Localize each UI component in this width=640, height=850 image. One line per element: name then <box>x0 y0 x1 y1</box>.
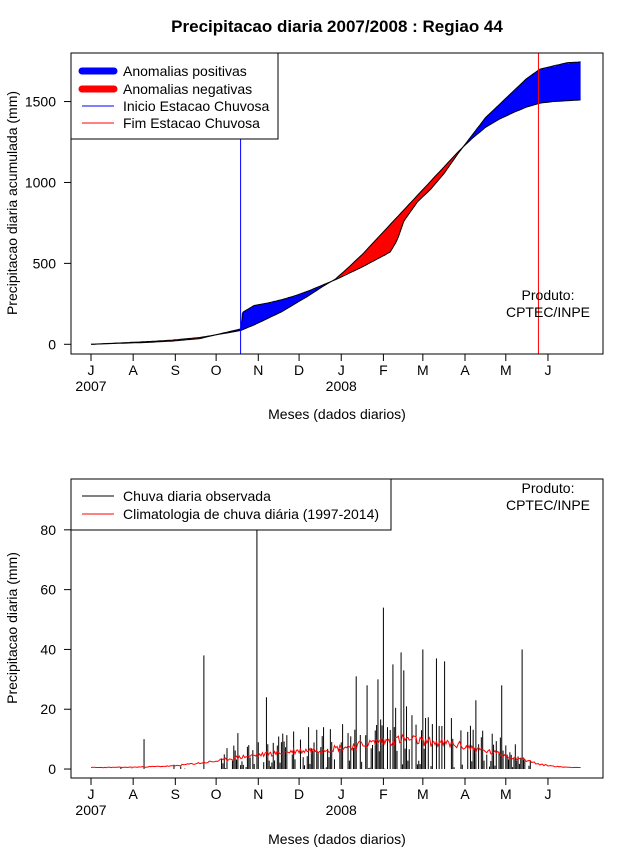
x-tick-label: J <box>544 786 551 802</box>
y-tick-label: 20 <box>40 701 56 717</box>
x-tick-label: N <box>253 786 263 802</box>
x-tick-label: A <box>128 362 138 378</box>
legend-label-observed: Chuva diaria observada <box>123 488 271 504</box>
y-tick-label: 60 <box>40 582 56 598</box>
y-axis-label: Precipitacao diaria acumulada (mm) <box>4 91 20 315</box>
y-tick-label: 80 <box>40 522 56 538</box>
observed-cumulative-line <box>90 61 581 345</box>
x-tick-label: J <box>338 362 345 378</box>
y-tick-label: 500 <box>33 255 57 271</box>
chart-title: Precipitacao diaria 2007/2008 : Regiao 4… <box>171 17 503 36</box>
legend-label-climatology: Climatologia de chuva diária (1997-2014) <box>123 506 379 522</box>
x-tick-label: J <box>338 786 345 802</box>
year-label: 2007 <box>75 802 106 818</box>
x-tick-label: O <box>211 362 222 378</box>
legend-label-positive: Anomalias positivas <box>123 63 247 79</box>
legend-label-negative: Anomalias negativas <box>123 81 252 97</box>
climatology-daily-line <box>90 733 581 769</box>
x-tick-label: A <box>128 786 138 802</box>
x-tick-label: D <box>294 362 304 378</box>
x-tick-label: N <box>253 362 263 378</box>
y-axis-bottom: 0 20 40 60 80 <box>40 522 72 777</box>
y-tick-label: 1000 <box>25 174 56 190</box>
year-label: 2007 <box>75 378 106 394</box>
x-tick-label: M <box>417 362 429 378</box>
x-tick-label: A <box>460 786 470 802</box>
legend-bottom: Chuva diaria observada Climatologia de c… <box>70 478 392 531</box>
x-tick-label: D <box>294 786 304 802</box>
y-tick-label: 1500 <box>25 94 56 110</box>
legend-label-end: Fim Estacao Chuvosa <box>123 115 260 131</box>
y-tick-label: 0 <box>48 761 56 777</box>
year-label: 2008 <box>326 378 357 394</box>
y-axis: 0 500 1000 1500 <box>25 94 72 352</box>
positive-anomaly-area <box>465 61 581 146</box>
x-tick-label: M <box>500 362 512 378</box>
x-tick-label: F <box>379 786 388 802</box>
climatology-cumulative-line <box>90 99 581 345</box>
annotation-line-2-bottom: CPTEC/INPE <box>506 497 590 513</box>
x-tick-label: O <box>211 786 222 802</box>
legend: Anomalias positivas Anomalias negativas … <box>70 52 279 140</box>
x-tick-label: A <box>460 362 470 378</box>
x-tick-label: S <box>171 786 180 802</box>
annotation-line-2: CPTEC/INPE <box>506 304 590 320</box>
cumulative-precip-panel: Precipitacao diaria 2007/2008 : Regiao 4… <box>4 17 604 422</box>
positive-anomaly-area <box>216 280 332 335</box>
annotation-line-1-bottom: Produto: <box>522 480 575 496</box>
x-axis-label-bottom: Meses (dados diarios) <box>268 831 406 847</box>
annotation-line-1: Produto: <box>522 287 575 303</box>
x-tick-label: J <box>544 362 551 378</box>
year-label: 2008 <box>326 802 357 818</box>
y-axis-label-bottom: Precipitacao diaria (mm) <box>4 552 20 704</box>
negative-anomaly-area <box>92 335 215 345</box>
x-tick-label: S <box>171 362 180 378</box>
x-tick-label: J <box>88 786 95 802</box>
legend-box <box>70 52 279 140</box>
x-tick-label: M <box>500 786 512 802</box>
legend-label-start: Inicio Estacao Chuvosa <box>123 98 270 114</box>
x-tick-label: F <box>379 362 388 378</box>
x-tick-label: J <box>88 362 95 378</box>
daily-plot-area <box>90 529 581 770</box>
x-tick-label: M <box>417 786 429 802</box>
x-axis-label: Meses (dados diarios) <box>268 406 406 422</box>
cumulative-plot-area <box>90 53 581 354</box>
legend-box-bottom <box>70 478 392 531</box>
y-tick-label: 0 <box>48 336 56 352</box>
y-tick-label: 40 <box>40 641 56 657</box>
